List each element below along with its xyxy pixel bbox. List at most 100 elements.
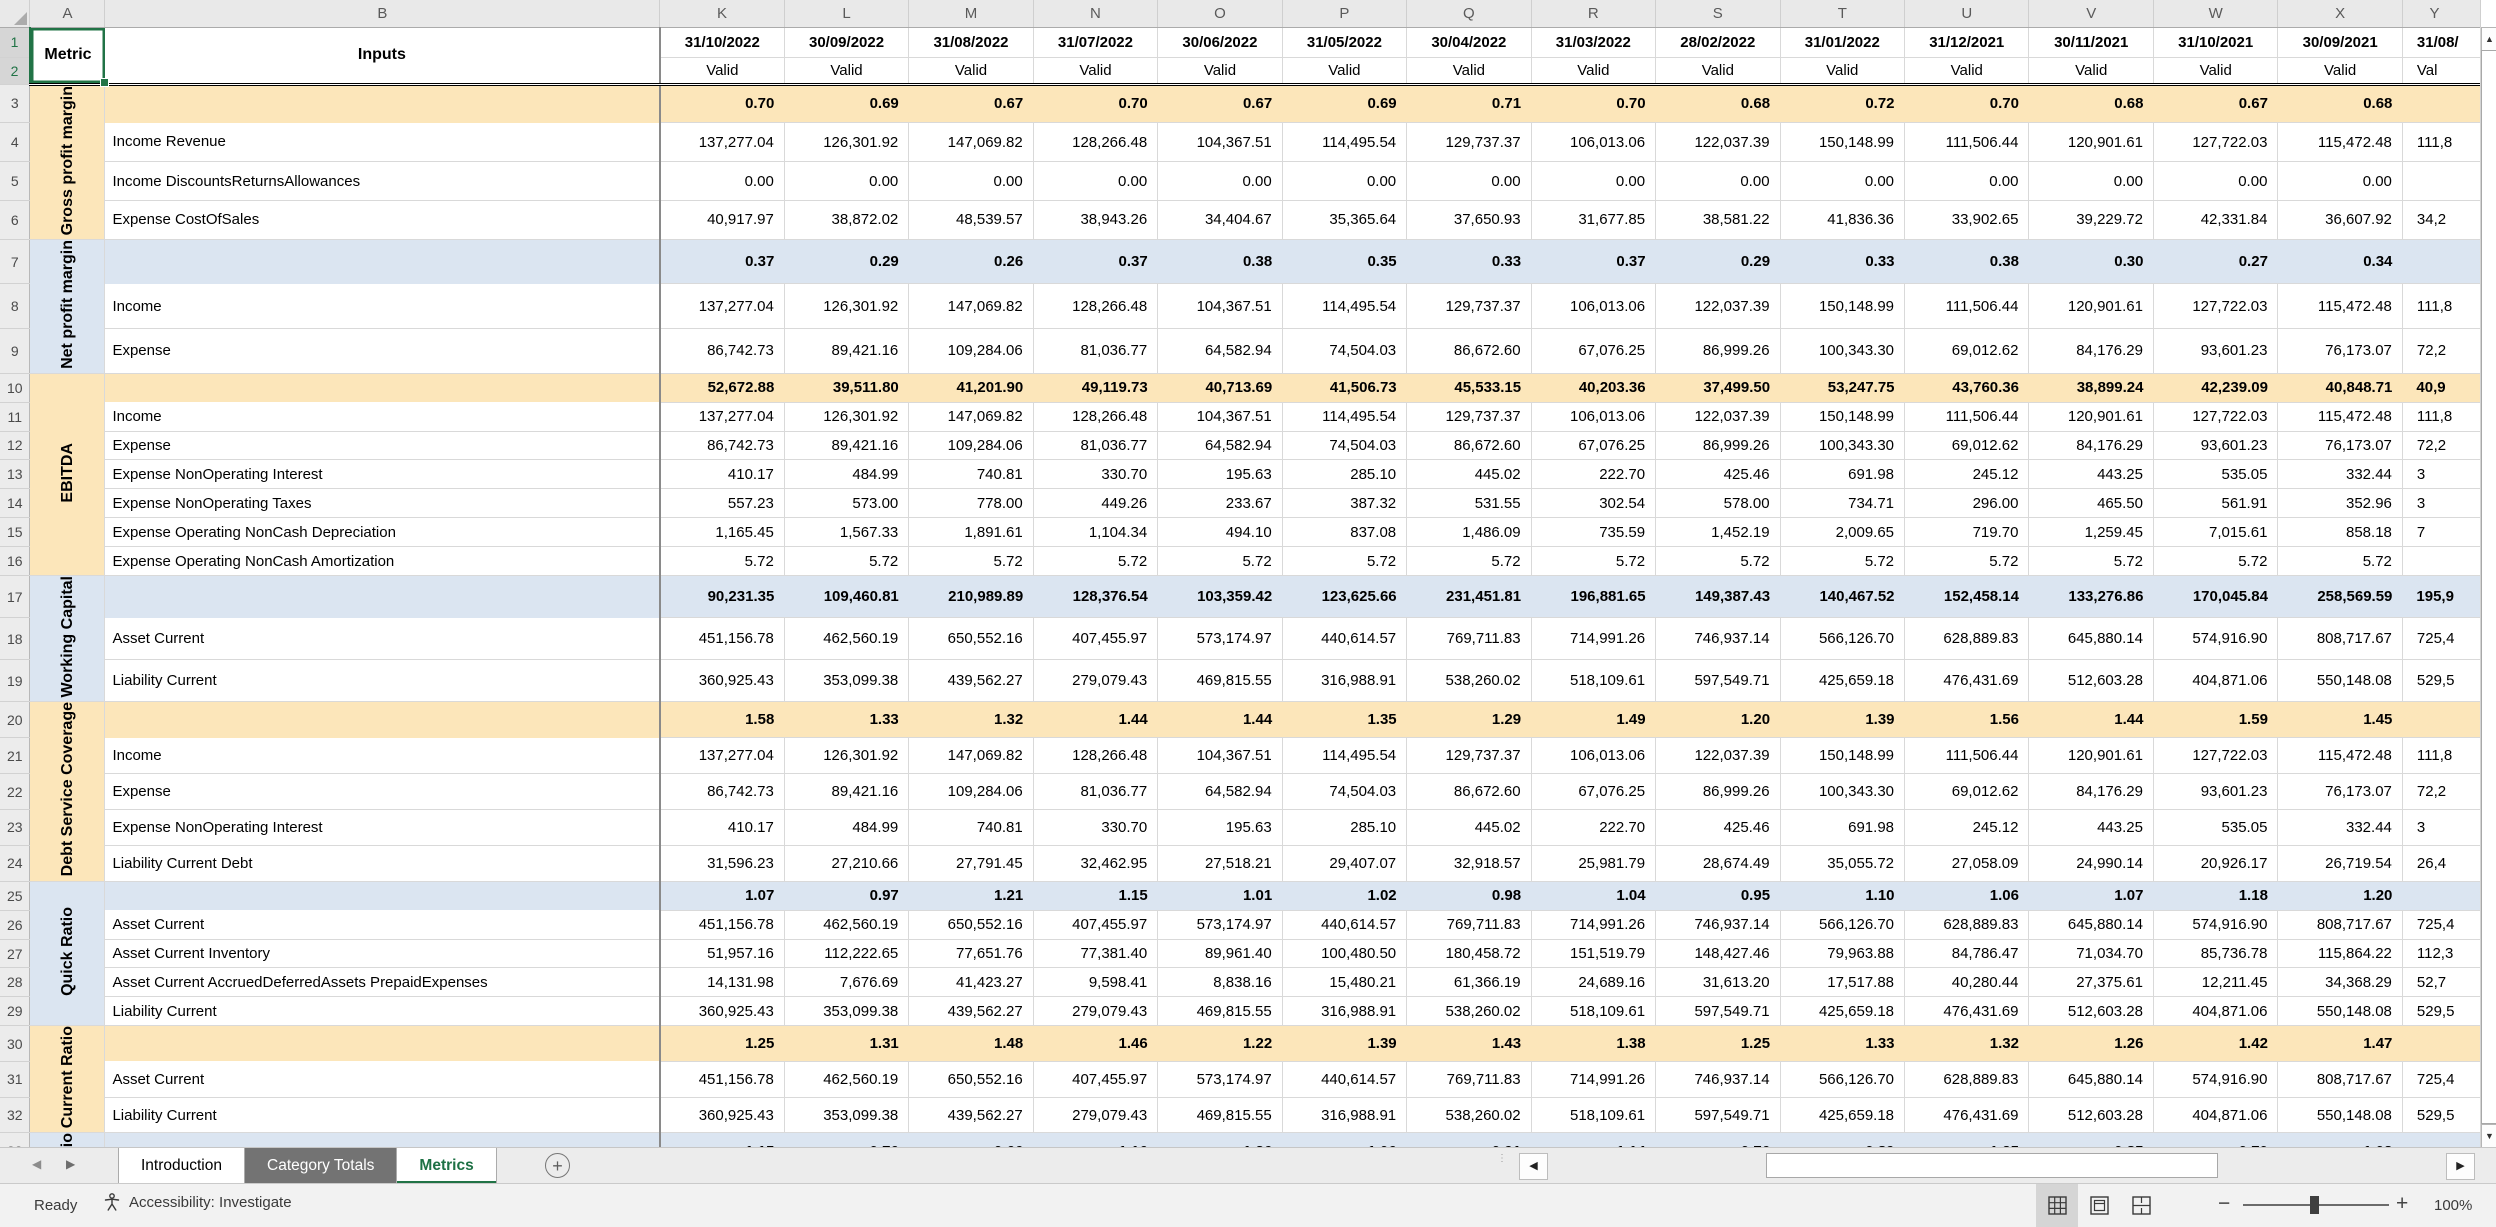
cell[interactable]: 115,472.48 (2277, 402, 2403, 432)
cell[interactable]: 72,2 (2402, 773, 2481, 811)
cell[interactable]: 109,284.06 (908, 773, 1034, 811)
cell[interactable]: 769,711.83 (1406, 910, 1532, 940)
cell[interactable]: 566,126.70 (1780, 617, 1906, 661)
input-label-cell[interactable] (104, 575, 661, 618)
cell[interactable]: 3 (2402, 488, 2481, 519)
row-header-32[interactable]: 32 (0, 1097, 31, 1134)
cell[interactable]: 574,916.90 (2153, 1061, 2279, 1098)
cell[interactable]: 0.68 (1655, 84, 1781, 124)
cell[interactable]: 39,511.80 (784, 373, 909, 403)
cell[interactable]: 529,5 (2402, 1097, 2481, 1134)
cell[interactable]: 1.26 (2028, 1025, 2154, 1062)
cell[interactable]: 122,037.39 (1655, 737, 1781, 775)
cell[interactable]: 691.98 (1780, 459, 1906, 490)
page-break-view-button[interactable] (2120, 1184, 2162, 1227)
cell[interactable]: 100,343.30 (1780, 328, 1906, 374)
cell[interactable]: 714,991.26 (1531, 1061, 1657, 1098)
cell[interactable]: 535.05 (2153, 459, 2279, 490)
row-header-24[interactable]: 24 (0, 845, 31, 882)
cell[interactable]: 769,711.83 (1406, 617, 1532, 661)
cell[interactable]: 650,552.16 (908, 617, 1034, 661)
cell[interactable]: 5.72 (784, 546, 910, 576)
cell[interactable]: 111,8 (2402, 402, 2481, 432)
cell[interactable]: 529,5 (2402, 659, 2481, 703)
cell[interactable]: 1.16 (1033, 1132, 1158, 1147)
cell[interactable]: 180,458.72 (1406, 939, 1532, 969)
cell[interactable]: 518,109.61 (1531, 996, 1657, 1027)
cell[interactable]: 84,176.29 (2028, 773, 2154, 811)
cell[interactable]: 77,381.40 (1033, 939, 1159, 969)
cell[interactable]: 746,937.14 (1655, 910, 1781, 940)
cell[interactable]: 1.03 (2277, 1132, 2403, 1147)
cell[interactable] (2402, 239, 2481, 285)
cell[interactable]: 538,260.02 (1406, 659, 1532, 703)
cell[interactable]: 0.00 (1157, 161, 1283, 201)
cell[interactable]: 714,991.26 (1531, 617, 1657, 661)
cell[interactable]: 837.08 (1282, 517, 1408, 548)
cell[interactable]: 89,421.16 (784, 328, 910, 374)
cell[interactable]: 5.72 (1157, 546, 1283, 576)
cell[interactable]: 72,2 (2402, 328, 2481, 374)
status-cell[interactable]: Valid (908, 57, 1034, 86)
cell[interactable]: 650,552.16 (908, 910, 1034, 940)
cell[interactable]: 1.47 (2277, 1025, 2403, 1062)
cell[interactable]: 445.02 (1406, 809, 1532, 846)
cell[interactable]: 0.95 (1655, 881, 1781, 911)
cell[interactable]: 735.59 (1531, 517, 1657, 548)
cell[interactable]: 645,880.14 (2028, 910, 2154, 940)
status-cell[interactable]: Valid (1780, 57, 1906, 86)
col-header-T[interactable]: T (1780, 0, 1906, 28)
cell[interactable]: 531.55 (1406, 488, 1532, 519)
cell[interactable]: 222.70 (1531, 809, 1657, 846)
cell[interactable]: 24,990.14 (2028, 845, 2154, 882)
cell[interactable]: 1.46 (1033, 1025, 1158, 1062)
input-label-cell[interactable]: Expense (104, 431, 661, 461)
cell[interactable]: 734.71 (1780, 488, 1906, 519)
row-header-9[interactable]: 9 (0, 328, 31, 374)
cell[interactable]: 147,069.82 (908, 283, 1034, 330)
input-label-cell[interactable]: Asset Current Inventory (104, 939, 661, 969)
cell[interactable]: 1.18 (2153, 881, 2278, 911)
cell[interactable]: 86,742.73 (659, 328, 785, 374)
cell[interactable]: 126,301.92 (784, 283, 910, 330)
cell[interactable]: 84,176.29 (2028, 328, 2154, 374)
cell[interactable]: 27,518.21 (1157, 845, 1283, 882)
prev-sheet-icon[interactable]: ◀ (32, 1157, 42, 1171)
cell[interactable]: 0.76 (784, 1132, 909, 1147)
row-header-7[interactable]: 7 (0, 239, 31, 285)
cell[interactable]: 1.31 (784, 1025, 909, 1062)
cell[interactable]: 550,148.08 (2277, 659, 2403, 703)
input-label-cell[interactable]: Expense Operating NonCash Amortization (104, 546, 661, 576)
cell[interactable]: 129,737.37 (1406, 402, 1532, 432)
cell[interactable]: 28,674.49 (1655, 845, 1781, 882)
cell[interactable]: 353,099.38 (784, 996, 910, 1027)
cell[interactable]: 0.70 (1531, 84, 1656, 124)
status-cell[interactable]: Val (2402, 57, 2481, 86)
row-header-1[interactable]: 1 (0, 27, 31, 58)
cell[interactable]: 1.25 (659, 1025, 785, 1062)
cell[interactable]: 1.44 (1157, 701, 1283, 739)
cell[interactable]: 90,231.35 (659, 575, 785, 619)
input-label-cell[interactable]: Liability Current Debt (104, 845, 661, 882)
cell[interactable]: 79,963.88 (1780, 939, 1906, 969)
col-header-W[interactable]: W (2153, 0, 2279, 28)
row-header-17[interactable]: 17 (0, 575, 31, 619)
status-cell[interactable]: Valid (1531, 57, 1657, 86)
cell[interactable]: 64,582.94 (1157, 773, 1283, 811)
cell[interactable]: 35,365.64 (1282, 200, 1408, 240)
cell[interactable] (2402, 1025, 2481, 1062)
cell[interactable]: 1,486.09 (1406, 517, 1532, 548)
cell[interactable]: 1.20 (2277, 881, 2403, 911)
cell[interactable]: 41,201.90 (908, 373, 1034, 403)
cell[interactable]: 462,560.19 (784, 1061, 910, 1098)
cell[interactable]: 1,891.61 (908, 517, 1034, 548)
cell[interactable]: 573,174.97 (1157, 617, 1283, 661)
cell[interactable]: 0.00 (784, 161, 910, 201)
cell[interactable]: 557.23 (659, 488, 785, 519)
col-header-Q[interactable]: Q (1406, 0, 1532, 28)
cell[interactable]: 1.44 (2028, 701, 2154, 739)
cell[interactable]: 12,211.45 (2153, 967, 2279, 998)
cell[interactable]: 725,4 (2402, 1061, 2481, 1098)
cell[interactable]: 106,013.06 (1531, 122, 1657, 163)
row-header-14[interactable]: 14 (0, 488, 31, 519)
